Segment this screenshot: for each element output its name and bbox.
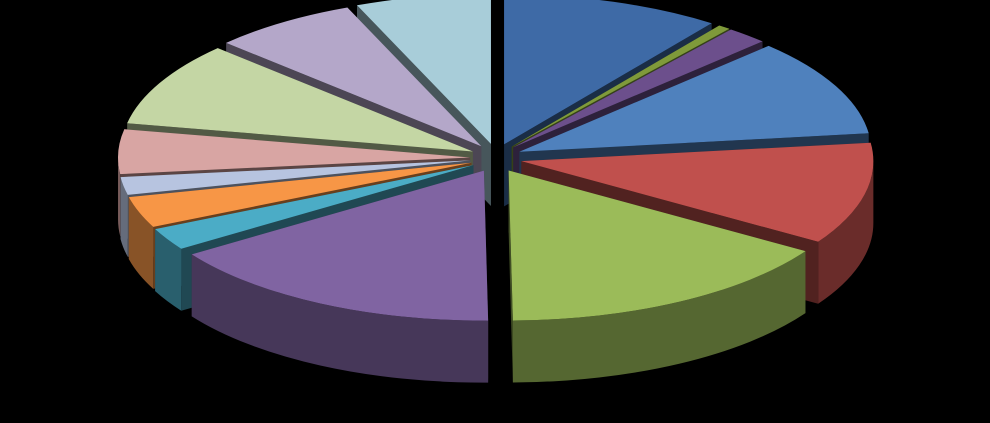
pie-slice-14 <box>356 0 491 144</box>
slice-9-outer-wall <box>128 197 154 289</box>
pie-slice-9 <box>128 162 472 227</box>
pie-slice-1 <box>504 0 712 145</box>
pie-slice-5 <box>521 142 874 242</box>
slice-10-outer-wall <box>120 177 128 257</box>
pie-slice-12 <box>127 48 473 152</box>
slice-8-outer-wall <box>155 229 182 311</box>
pie-slice-6 <box>508 170 806 321</box>
pie-slice-2 <box>511 25 730 147</box>
pie-slice-8 <box>155 165 474 249</box>
slice-tops <box>118 0 874 321</box>
pie-slice-13 <box>226 7 482 147</box>
slice-5-outer-wall <box>818 161 874 304</box>
pie-slice-3 <box>513 29 763 148</box>
slice-6-cut-face-2 <box>508 170 513 383</box>
pie-slice-7 <box>191 170 489 321</box>
pie-slice-4 <box>519 45 869 152</box>
pie-slice-10 <box>120 160 471 195</box>
pie-slice-11 <box>118 129 471 175</box>
slice-7-outer-wall <box>191 254 489 383</box>
slice-6-outer-wall <box>512 251 806 383</box>
slice-11-outer-wall <box>118 157 121 237</box>
